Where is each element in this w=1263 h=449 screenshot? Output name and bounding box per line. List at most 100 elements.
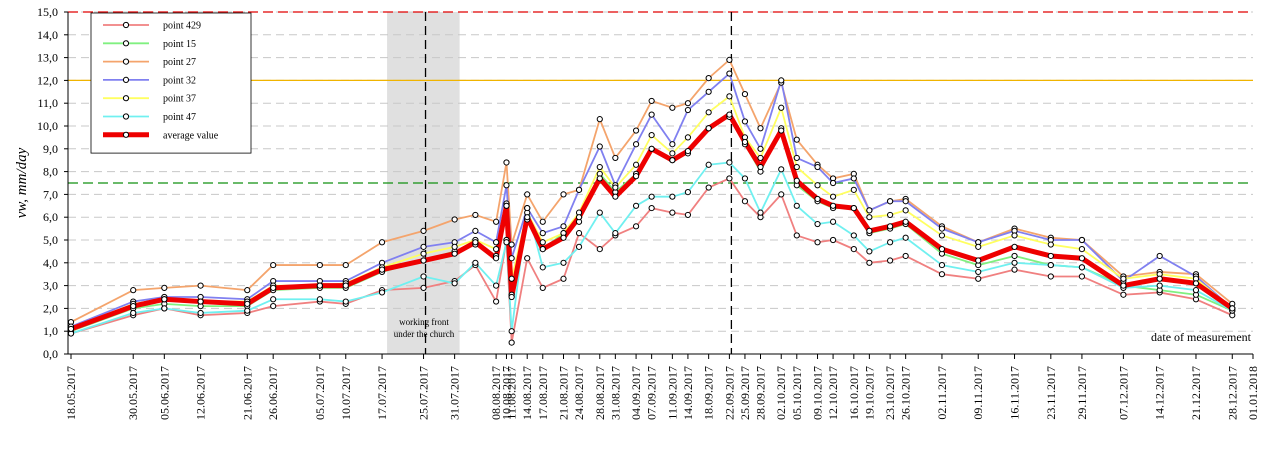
data-point bbox=[632, 202, 640, 209]
x-tick-label: 17.08.2017 bbox=[536, 366, 550, 420]
data-point bbox=[560, 259, 567, 266]
data-point bbox=[975, 275, 982, 282]
data-point bbox=[161, 305, 168, 312]
data-point bbox=[503, 182, 510, 189]
x-tick-label: 18.09.2017 bbox=[702, 366, 716, 420]
data-point bbox=[596, 116, 603, 123]
y-tick-label: 11,0 bbox=[37, 96, 58, 110]
data-point bbox=[793, 154, 800, 162]
data-point bbox=[757, 209, 764, 216]
legend-label: point 429 bbox=[163, 21, 201, 32]
data-point bbox=[1192, 280, 1200, 287]
data-point bbox=[902, 252, 909, 260]
data-point bbox=[684, 189, 692, 196]
data-point bbox=[560, 275, 567, 282]
x-tick-label: 10.07.2017 bbox=[339, 366, 353, 420]
data-point bbox=[161, 296, 168, 303]
legend-label: point 37 bbox=[163, 94, 196, 105]
data-point bbox=[1156, 252, 1163, 260]
x-tick-label: 23.11.2017 bbox=[1044, 366, 1058, 420]
data-point bbox=[560, 234, 567, 241]
data-point bbox=[316, 261, 323, 269]
x-tick-label: 12.10.2017 bbox=[826, 366, 840, 420]
data-point bbox=[270, 296, 277, 303]
data-point bbox=[669, 150, 676, 157]
legend-marker bbox=[122, 40, 130, 47]
x-tick-label: 25.07.2017 bbox=[417, 366, 431, 420]
x-tick-label: 02.10.2017 bbox=[774, 366, 788, 420]
data-point bbox=[596, 175, 603, 182]
data-point bbox=[451, 250, 458, 257]
data-point bbox=[539, 218, 546, 225]
data-point bbox=[632, 161, 640, 168]
data-point bbox=[270, 284, 277, 291]
data-point bbox=[778, 127, 785, 134]
data-point bbox=[866, 207, 873, 214]
data-point bbox=[902, 218, 909, 225]
data-point bbox=[493, 239, 500, 246]
data-point bbox=[1192, 287, 1200, 294]
data-point bbox=[244, 307, 251, 314]
data-point bbox=[684, 134, 692, 141]
data-point bbox=[508, 275, 515, 282]
data-point bbox=[829, 193, 837, 200]
data-point bbox=[596, 246, 603, 253]
data-point bbox=[866, 248, 873, 255]
data-point bbox=[493, 246, 500, 253]
y-tick-label: 12,0 bbox=[37, 73, 58, 87]
data-point bbox=[902, 234, 909, 241]
data-point bbox=[669, 141, 676, 148]
y-tick-label: 7,0 bbox=[43, 187, 58, 201]
x-tick-label: 05.06.2017 bbox=[157, 366, 171, 420]
data-point bbox=[451, 243, 458, 250]
data-point bbox=[1047, 252, 1054, 260]
x-tick-label: 22.09.2017 bbox=[722, 366, 736, 420]
data-point bbox=[575, 243, 583, 250]
annotation: working front bbox=[399, 317, 449, 327]
data-point bbox=[451, 280, 458, 287]
data-point bbox=[975, 268, 982, 276]
data-point bbox=[596, 163, 603, 171]
data-point bbox=[684, 147, 692, 155]
y-tick-label: 1,0 bbox=[43, 324, 58, 338]
data-point bbox=[1120, 275, 1127, 282]
legend-marker bbox=[122, 131, 130, 138]
data-point bbox=[1229, 305, 1236, 312]
data-point bbox=[850, 232, 857, 239]
x-tick-label: 05.10.2017 bbox=[790, 366, 804, 420]
data-point bbox=[814, 239, 821, 246]
x-tick-label: 25.09.2017 bbox=[738, 366, 752, 420]
data-point bbox=[829, 179, 837, 187]
x-tick-label: 02.11.2017 bbox=[935, 366, 949, 420]
data-point bbox=[793, 136, 800, 143]
data-point bbox=[270, 303, 277, 310]
y-tick-label: 9,0 bbox=[43, 142, 58, 156]
data-point bbox=[1011, 243, 1018, 250]
x-tick-label: 14.08.2017 bbox=[520, 366, 534, 420]
legend-marker bbox=[122, 21, 130, 29]
data-point bbox=[1156, 275, 1163, 282]
data-point bbox=[197, 298, 204, 305]
y-tick-label: 2,0 bbox=[43, 301, 58, 315]
data-point bbox=[1047, 241, 1054, 248]
legend-marker bbox=[122, 76, 130, 84]
data-point bbox=[524, 214, 531, 221]
x-tick-label: 21.08.2017 bbox=[557, 366, 571, 420]
data-point bbox=[503, 159, 510, 166]
data-point bbox=[850, 186, 857, 193]
data-point bbox=[669, 104, 676, 111]
x-tick-label: 29.11.2017 bbox=[1075, 366, 1089, 420]
series-lines bbox=[67, 56, 1236, 346]
data-point bbox=[902, 198, 909, 205]
data-point bbox=[420, 243, 427, 250]
x-tick-label: 14.12.2017 bbox=[1153, 366, 1167, 420]
data-point bbox=[778, 77, 785, 84]
data-point bbox=[612, 193, 619, 200]
legend-marker bbox=[122, 95, 130, 102]
data-point bbox=[887, 211, 894, 219]
data-point bbox=[1078, 255, 1086, 262]
data-point bbox=[1120, 291, 1127, 298]
data-point bbox=[902, 207, 909, 214]
x-tick-label: 24.08.2017 bbox=[572, 366, 586, 420]
